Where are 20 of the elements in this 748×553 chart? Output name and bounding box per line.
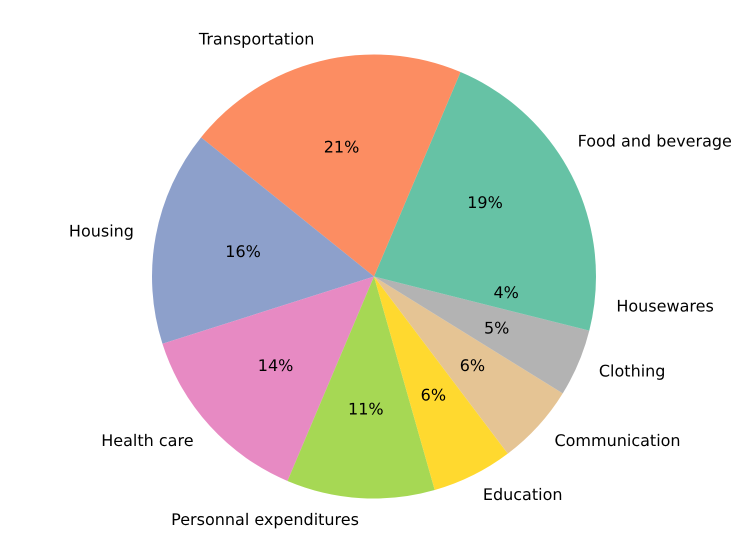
data-label: 14% [258, 356, 294, 376]
pie-slice [201, 54, 461, 276]
data-label: 4% [493, 282, 519, 302]
data-label: 6% [420, 386, 446, 405]
data-label: 16% [225, 242, 261, 262]
slice-label: Transportation [198, 30, 314, 49]
slice-label: Housing [68, 222, 134, 241]
data-label: 5% [484, 318, 510, 338]
slice-label: Food and beverage [578, 132, 732, 151]
data-label: 11% [348, 399, 384, 418]
data-label: 21% [324, 137, 360, 156]
slice-label: Education [482, 485, 563, 504]
slice-label: Communication [554, 431, 681, 450]
slice-label: Housewares [616, 296, 714, 316]
data-label: 19% [467, 192, 503, 212]
data-label: 6% [460, 356, 486, 376]
slice-label: Clothing [598, 362, 666, 381]
slice-label: Health care [101, 431, 194, 450]
pie-slice [152, 137, 374, 344]
slice-label: Personnal expenditures [171, 510, 359, 530]
